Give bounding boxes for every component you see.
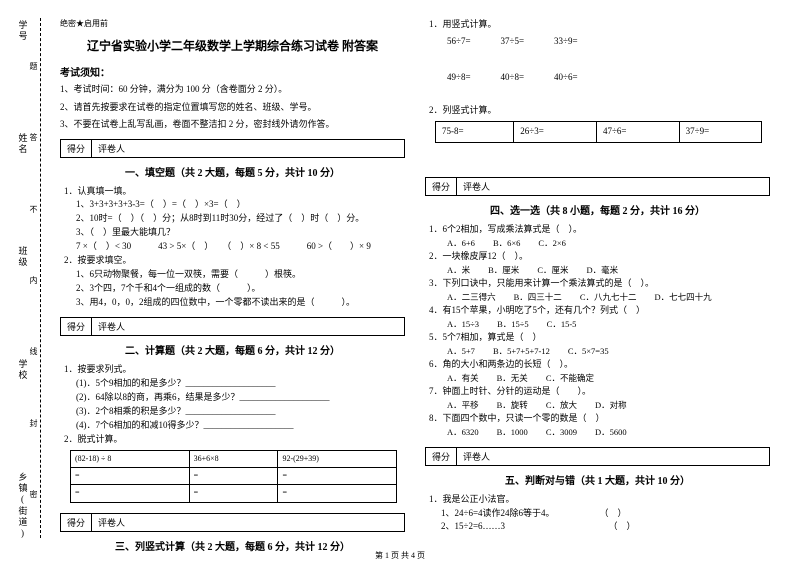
confidential-label: 绝密★启用前 — [60, 18, 405, 29]
score-box: 得分 评卷人 — [60, 513, 405, 532]
section-1-title: 一、填空题（共 2 大题，每题 5 分，共计 10 分） — [60, 164, 405, 179]
exam-title: 辽宁省实验小学二年级数学上学期综合练习试卷 附答案 — [60, 37, 405, 54]
score-box: 得分 评卷人 — [425, 177, 770, 196]
right-column: 1．用竖式计算。 56÷7= 37÷5= 33÷9= 49÷8= 40÷8= 4… — [415, 18, 780, 545]
calc-table: (82-18) ÷ 836+6×892-(29+39) === === — [70, 450, 397, 503]
left-column: 绝密★启用前 辽宁省实验小学二年级数学上学期综合练习试卷 附答案 考试须知： 1… — [50, 18, 415, 545]
q1: 1．认真填一填。 1、3+3+3+3+3-3=（ ）=（ ）×3=（ ） 2、1… — [60, 185, 405, 310]
score-label: 得分 — [61, 140, 92, 157]
q3: 1．用竖式计算。 56÷7= 37÷5= 33÷9= 49÷8= 40÷8= 4… — [425, 18, 770, 146]
rule-item: 3、不要在试卷上乱写乱画，卷面不整洁扣 2 分，密封线外请勿作答。 — [60, 118, 405, 132]
notice-title: 考试须知： — [60, 64, 405, 79]
reviewer-label: 评卷人 — [92, 140, 131, 157]
rule-item: 1、考试时间：60 分钟，满分为 100 分（含卷面分 2 分）。 — [60, 83, 405, 97]
seal-text: 题 答 不 内 线 封 密 — [28, 30, 39, 530]
division-row: 49÷8= 40÷8= 40÷6= — [429, 71, 770, 85]
q5: 1．我是公正小法官。 1、24÷6=4读作24除6等于4。 （ ） 2、15÷2… — [425, 493, 770, 535]
section-5-title: 五、判断对与错（共 1 大题，共计 10 分） — [425, 472, 770, 487]
q2: 1．按要求列式。 (1)．5个9相加的和是多少？________________… — [60, 363, 405, 506]
division-row: 56÷7= 37÷5= 33÷9= — [429, 35, 770, 49]
seal-line — [40, 18, 41, 538]
rule-item: 2、请首先按要求在试卷的指定位置填写您的姓名、班级、学号。 — [60, 101, 405, 115]
page-footer: 第 1 页 共 4 页 — [0, 550, 800, 561]
vertical-calc-table: 75-8= 26÷3= 47÷6= 37÷9= — [435, 121, 762, 143]
exam-page: 绝密★启用前 辽宁省实验小学二年级数学上学期综合练习试卷 附答案 考试须知： 1… — [0, 0, 800, 545]
score-box: 得分 评卷人 — [60, 317, 405, 336]
score-box: 得分 评卷人 — [425, 447, 770, 466]
section-4-title: 四、选一选（共 8 小题，每题 2 分，共计 16 分） — [425, 202, 770, 217]
section-2-title: 二、计算题（共 2 大题，每题 6 分，共计 12 分） — [60, 342, 405, 357]
score-box: 得分 评卷人 — [60, 139, 405, 158]
q4: 1．6个2相加，写成乘法算式是（ ）。 A．6+6B．6×6C．2×6 2．一块… — [425, 223, 770, 440]
